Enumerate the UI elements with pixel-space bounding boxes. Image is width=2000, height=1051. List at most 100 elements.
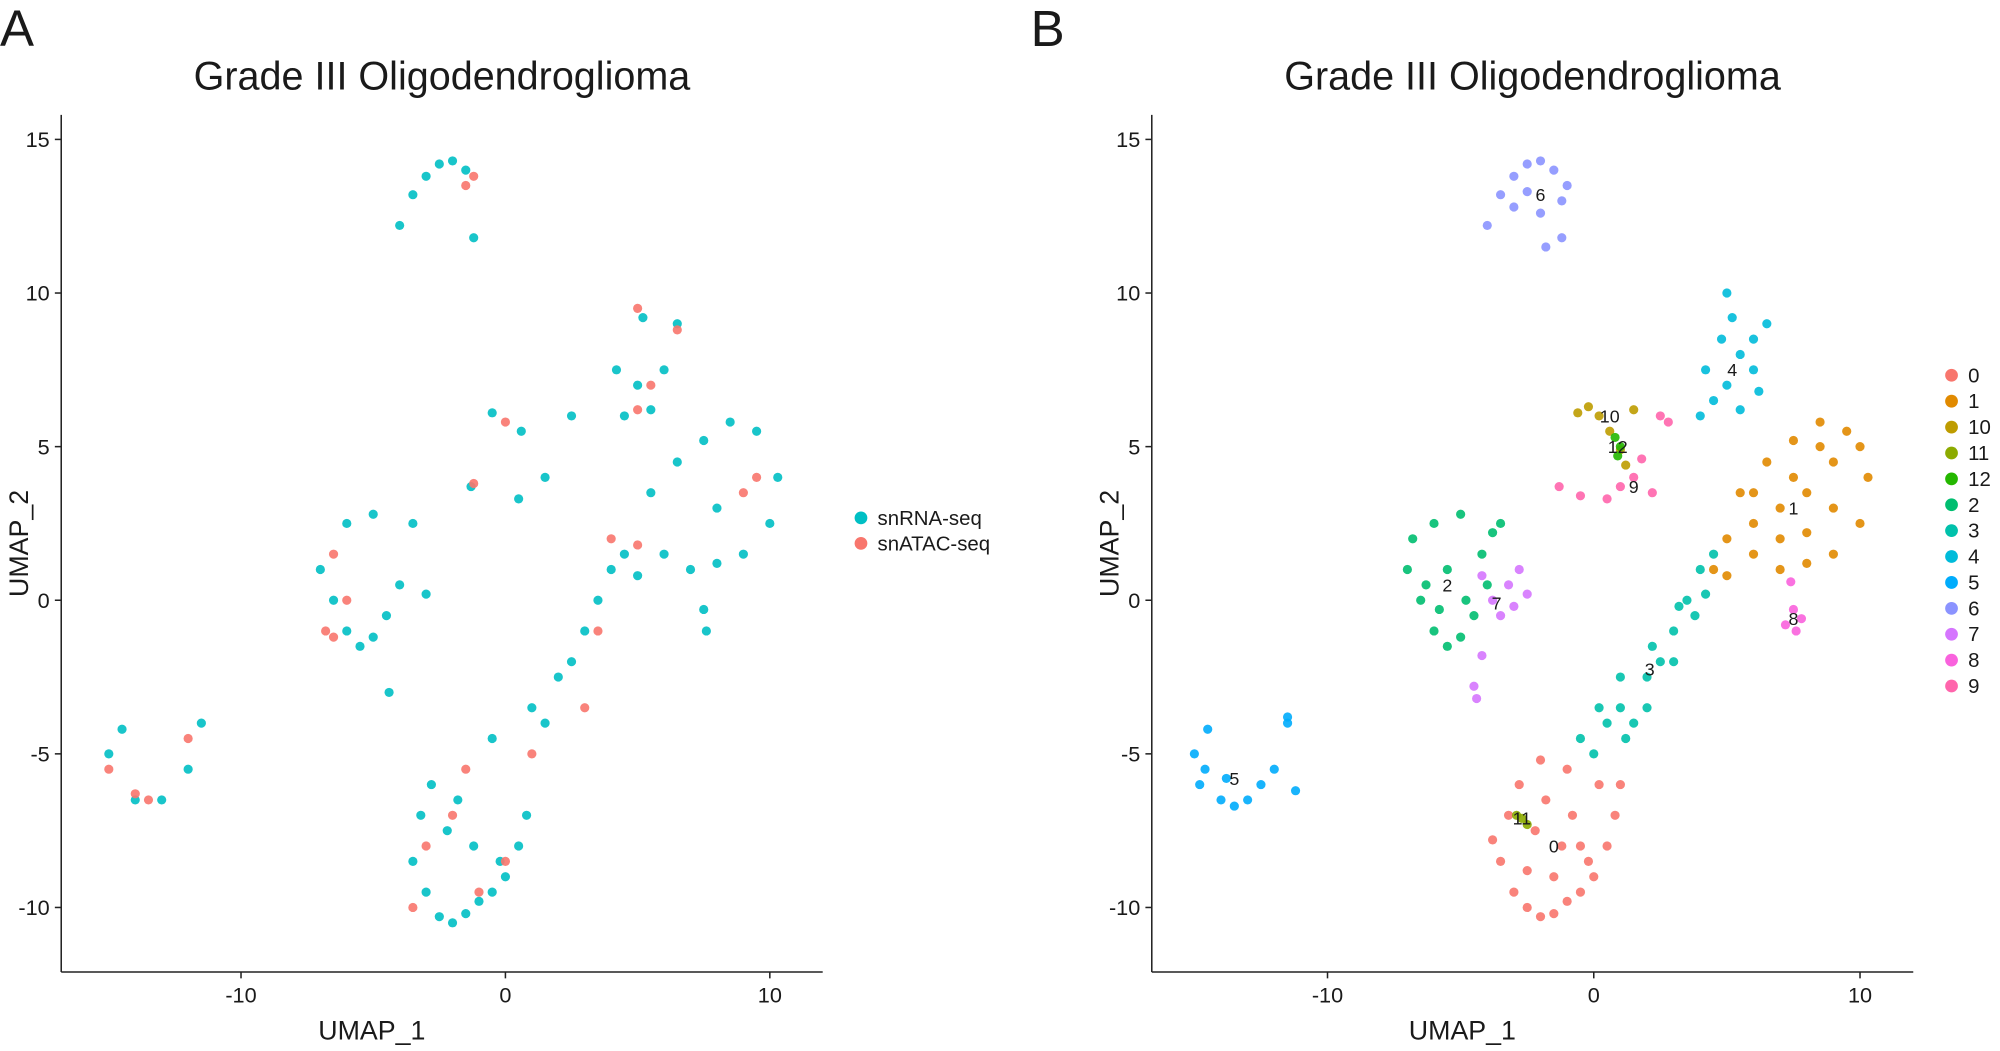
point [368, 509, 378, 519]
point [1735, 349, 1745, 360]
point [416, 810, 426, 820]
point [725, 417, 735, 427]
point [1621, 460, 1631, 470]
y-tick-label: -5 [1121, 742, 1140, 767]
point [1642, 672, 1652, 682]
point [606, 564, 616, 575]
point [1762, 457, 1772, 467]
x-tick-label: 10 [1848, 983, 1872, 1008]
legend-swatch [854, 511, 868, 525]
point [1722, 571, 1732, 581]
legend-label: 12 [1968, 469, 1991, 491]
point [1522, 589, 1532, 599]
point [461, 180, 471, 191]
point [487, 408, 497, 418]
point [1855, 442, 1865, 452]
point [1575, 491, 1586, 501]
point [1695, 411, 1705, 421]
point [1690, 611, 1700, 621]
point [1735, 405, 1745, 415]
point [1575, 733, 1586, 744]
point [421, 171, 431, 181]
point [1469, 611, 1479, 621]
point [1762, 319, 1772, 329]
point [1442, 641, 1452, 651]
legend-swatch [1945, 550, 1958, 563]
x-axis-label: UMAP_1 [1409, 1016, 1516, 1046]
point [540, 718, 550, 728]
x-tick-label: 0 [1588, 983, 1600, 1008]
point [1796, 614, 1807, 624]
point [1842, 426, 1852, 436]
point [1562, 180, 1572, 191]
cluster-label: 10 [1600, 406, 1620, 426]
point [1469, 681, 1479, 691]
point [1477, 650, 1487, 661]
y-tick-label: 15 [26, 127, 50, 152]
legend-label: 9 [1968, 676, 1979, 698]
point [1828, 549, 1838, 559]
point [1562, 896, 1572, 906]
point [1788, 604, 1799, 615]
legend-label: 7 [1968, 624, 1979, 646]
point [1522, 902, 1532, 913]
point [712, 503, 722, 513]
point [1562, 764, 1572, 774]
point [321, 626, 331, 636]
legend-label: 11 [1968, 443, 1989, 465]
point [1487, 528, 1498, 538]
point [1509, 202, 1519, 212]
point [521, 810, 532, 820]
point [1549, 909, 1559, 919]
point [699, 435, 709, 446]
x-tick-label: -10 [1312, 983, 1343, 1008]
point [1775, 503, 1785, 513]
cluster-label: 0 [1549, 836, 1559, 856]
point [1621, 733, 1631, 744]
point [1815, 417, 1825, 427]
point [1727, 313, 1737, 323]
point [1722, 380, 1732, 390]
legend-swatch [1945, 679, 1958, 693]
point [442, 826, 452, 836]
y-tick-label: -10 [1109, 895, 1140, 920]
point [1602, 718, 1612, 728]
legend-swatch [1945, 394, 1958, 408]
point [1456, 509, 1466, 519]
point [633, 380, 643, 390]
legend-swatch [1945, 653, 1958, 667]
point [104, 749, 114, 759]
point [1708, 549, 1719, 559]
point [527, 749, 537, 759]
point [1195, 779, 1205, 790]
point [421, 887, 431, 897]
point [1647, 488, 1657, 498]
point [500, 856, 511, 866]
point [408, 902, 418, 913]
legend-swatch [1945, 472, 1958, 486]
point [1421, 580, 1431, 590]
point [1815, 442, 1825, 452]
legend-swatch [1945, 627, 1958, 641]
point [1708, 564, 1719, 575]
point [447, 918, 458, 928]
point [738, 488, 748, 498]
y-tick-label: 5 [38, 434, 50, 459]
x-tick-label: 0 [499, 983, 511, 1008]
legend-swatch [854, 537, 868, 550]
point [516, 426, 526, 436]
point [1594, 411, 1604, 421]
point [1456, 632, 1466, 642]
point [1802, 528, 1812, 538]
point [447, 156, 458, 166]
y-tick-label: 0 [38, 588, 50, 613]
point [1589, 872, 1599, 882]
panel-label: B [1031, 0, 1065, 57]
point [1802, 488, 1812, 498]
legend-label: 6 [1968, 598, 1979, 620]
y-tick-label: 10 [1116, 281, 1140, 306]
x-tick-label: 10 [758, 983, 782, 1008]
point [1189, 749, 1199, 759]
legend-swatch [1945, 420, 1958, 434]
point [461, 165, 471, 175]
